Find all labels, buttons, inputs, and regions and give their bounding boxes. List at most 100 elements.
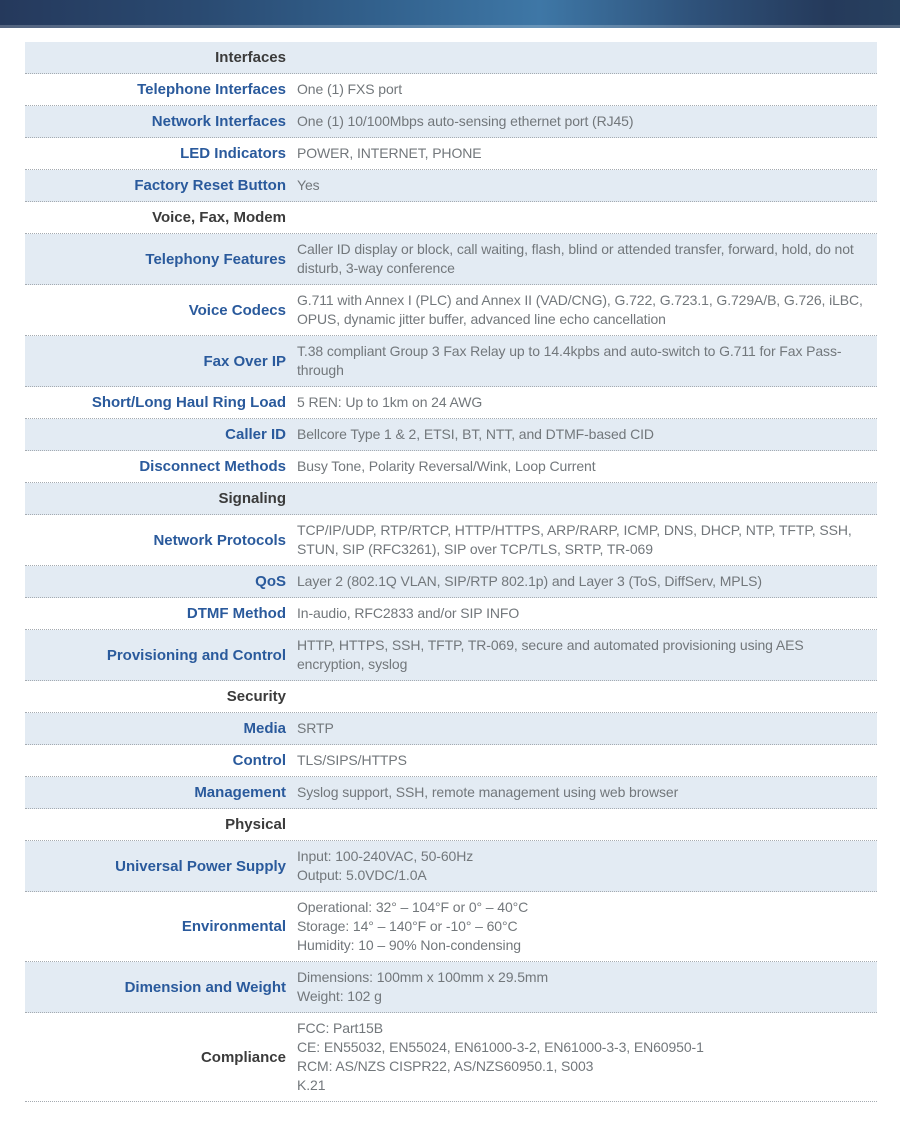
spec-value-line: Dimensions: 100mm x 100mm x 29.5mm <box>297 969 549 985</box>
spec-row: Compliance FCC: Part15B CE: EN55032, EN550… <box>25 1013 877 1102</box>
spec-label: Control <box>232 752 286 769</box>
spec-value: HTTP, HTTPS, SSH, TFTP, TR-069, secure a… <box>286 636 877 674</box>
spec-value-line: Storage: 14° – 140°F or -10° – 60°C <box>297 918 518 934</box>
spec-label: Universal Power Supply <box>115 857 286 875</box>
spec-label: Fax Over IP <box>203 352 286 370</box>
spec-value: TCP/IP/UDP, RTP/RTCP, HTTP/HTTPS, ARP/RA… <box>286 521 877 559</box>
spec-row: Disconnect Methods Busy Tone, Polarity Re… <box>25 451 877 483</box>
spec-row: Universal Power Supply Input: 100-240VAC,… <box>25 841 877 892</box>
spec-value-line: RCM: AS/NZS CISPR22, AS/NZS60950.1, S003 <box>297 1058 594 1074</box>
spec-value-line: Syslog support, SSH, remote management u… <box>297 784 679 800</box>
spec-label: Caller ID <box>225 426 286 443</box>
spec-label: Disconnect Methods <box>139 458 286 475</box>
spec-value: One (1) FXS port <box>286 80 877 99</box>
section-title: Security <box>226 688 286 705</box>
spec-row: Telephony Features Caller ID display or b… <box>25 234 877 285</box>
section-header-row: Signaling <box>25 483 877 515</box>
spec-label: Management <box>194 784 286 801</box>
spec-row: LED Indicators POWER, INTERNET, PHONE <box>25 138 877 170</box>
spec-label: Dimension and Weight <box>124 978 286 996</box>
spec-value-line: Operational: 32° – 104°F or 0° – 40°C <box>297 899 529 915</box>
spec-value-line: TLS/SIPS/HTTPS <box>297 752 407 768</box>
spec-label: Short/Long Haul Ring Load <box>91 394 286 411</box>
spec-row: Voice Codecs G.711 with Annex I (PLC) and… <box>25 285 877 336</box>
section-title: Physical <box>225 816 286 833</box>
spec-value: TLS/SIPS/HTTPS <box>286 751 877 770</box>
spec-value: T.38 compliant Group 3 Fax Relay up to 1… <box>286 342 877 380</box>
spec-value-line: One (1) FXS port <box>297 81 402 97</box>
spec-row: Caller ID Bellcore Type 1 & 2, ETSI, BT, … <box>25 419 877 451</box>
section-header-row: Security <box>25 681 877 713</box>
spec-label: Voice Codecs <box>188 301 286 319</box>
spec-label: Environmental <box>181 918 286 935</box>
spec-label: Media <box>243 720 286 737</box>
spec-value-line: Layer 2 (802.1Q VLAN, SIP/RTP 802.1p) an… <box>297 573 762 589</box>
spec-label: DTMF Method <box>186 605 286 622</box>
spec-row: Control TLS/SIPS/HTTPS <box>25 745 877 777</box>
spec-value: Input: 100-240VAC, 50-60Hz Output: 5.0VDC… <box>286 847 877 885</box>
spec-label: Provisioning and Control <box>106 646 286 664</box>
spec-value-line: One (1) 10/100Mbps auto-sensing ethernet… <box>297 113 634 129</box>
spec-value-line: Busy Tone, Polarity Reversal/Wink, Loop … <box>297 458 596 474</box>
spec-value-line: Yes <box>297 177 320 193</box>
spec-value-line: Output: 5.0VDC/1.0A <box>297 867 427 883</box>
spec-value-line: Bellcore Type 1 & 2, ETSI, BT, NTT, and … <box>297 426 654 442</box>
spec-row: Media SRTP <box>25 713 877 745</box>
spec-value-line: 5 REN: Up to 1km on 24 AWG <box>297 394 483 410</box>
spec-label: QoS <box>255 573 286 590</box>
spec-value-line: K.21 <box>297 1077 326 1093</box>
spec-label: Network Interfaces <box>151 113 286 130</box>
spec-value: Dimensions: 100mm x 100mm x 29.5mm Weight… <box>286 968 877 1006</box>
spec-value: Yes <box>286 176 877 195</box>
spec-value: FCC: Part15B CE: EN55032, EN55024, EN6100… <box>286 1019 877 1095</box>
spec-value: SRTP <box>286 719 877 738</box>
spec-row: Management Syslog support, SSH, remote ma… <box>25 777 877 809</box>
spec-value-line: HTTP, HTTPS, SSH, TFTP, TR-069, secure a… <box>297 637 804 672</box>
spec-label: Network Protocols <box>153 531 286 549</box>
spec-row: Network Interfaces One (1) 10/100Mbps aut… <box>25 106 877 138</box>
spec-value: Layer 2 (802.1Q VLAN, SIP/RTP 802.1p) an… <box>286 572 877 591</box>
spec-value-line: In-audio, RFC2833 and/or SIP INFO <box>297 605 520 621</box>
spec-value: Busy Tone, Polarity Reversal/Wink, Loop … <box>286 457 877 476</box>
spec-value-line: Caller ID display or block, call waiting… <box>297 241 854 276</box>
spec-value-line: FCC: Part15B <box>297 1020 383 1036</box>
spec-value-line: TCP/IP/UDP, RTP/RTCP, HTTP/HTTPS, ARP/RA… <box>297 522 852 557</box>
section-title: Interfaces <box>215 49 286 66</box>
spec-value: G.711 with Annex I (PLC) and Annex II (V… <box>286 291 877 329</box>
spec-value: One (1) 10/100Mbps auto-sensing ethernet… <box>286 112 877 131</box>
spec-value-line: CE: EN55032, EN55024, EN61000-3-2, EN610… <box>297 1039 704 1055</box>
section-header-row: Interfaces <box>25 42 877 74</box>
section-title: Voice, Fax, Modem <box>152 209 286 226</box>
spec-row: Environmental Operational: 32° – 104°F or… <box>25 892 877 962</box>
spec-row: Dimension and Weight Dimensions: 100mm x … <box>25 962 877 1013</box>
spec-value: Bellcore Type 1 & 2, ETSI, BT, NTT, and … <box>286 425 877 444</box>
section-header-row: Physical <box>25 809 877 841</box>
spec-value: 5 REN: Up to 1km on 24 AWG <box>286 393 877 412</box>
spec-label: LED Indicators <box>180 145 286 162</box>
spec-value: Syslog support, SSH, remote management u… <box>286 783 877 802</box>
spec-value: Operational: 32° – 104°F or 0° – 40°C Sto… <box>286 898 877 955</box>
spec-value: POWER, INTERNET, PHONE <box>286 144 877 163</box>
spec-row: Short/Long Haul Ring Load 5 REN: Up to 1k… <box>25 387 877 419</box>
spec-row: DTMF Method In-audio, RFC2833 and/or SIP … <box>25 598 877 630</box>
section-header-row: Voice, Fax, Modem <box>25 202 877 234</box>
page-header-bar <box>0 0 900 28</box>
spec-row: Provisioning and Control HTTP, HTTPS, SSH… <box>25 630 877 681</box>
spec-label: Telephone Interfaces <box>137 81 286 98</box>
spec-value-line: Weight: 102 g <box>297 988 382 1004</box>
spec-label: Telephony Features <box>145 250 286 268</box>
spec-value-line: T.38 compliant Group 3 Fax Relay up to 1… <box>297 343 842 378</box>
spec-value-line: SRTP <box>297 720 334 736</box>
spec-row: Network Protocols TCP/IP/UDP, RTP/RTCP, H… <box>25 515 877 566</box>
spec-label: Factory Reset Button <box>134 177 286 194</box>
spec-value-line: G.711 with Annex I (PLC) and Annex II (V… <box>297 292 863 327</box>
section-title: Signaling <box>218 490 287 507</box>
spec-value: In-audio, RFC2833 and/or SIP INFO <box>286 604 877 623</box>
spec-row: Fax Over IP T.38 compliant Group 3 Fax Re… <box>25 336 877 387</box>
spec-label: Compliance <box>200 1048 286 1066</box>
spec-value-line: Humidity: 10 – 90% Non-condensing <box>297 937 521 953</box>
spec-value-line: POWER, INTERNET, PHONE <box>297 145 482 161</box>
spec-value-line: Input: 100-240VAC, 50-60Hz <box>297 848 474 864</box>
spec-table: Interfaces Telephone Interfaces One (1) FX… <box>25 42 877 1102</box>
